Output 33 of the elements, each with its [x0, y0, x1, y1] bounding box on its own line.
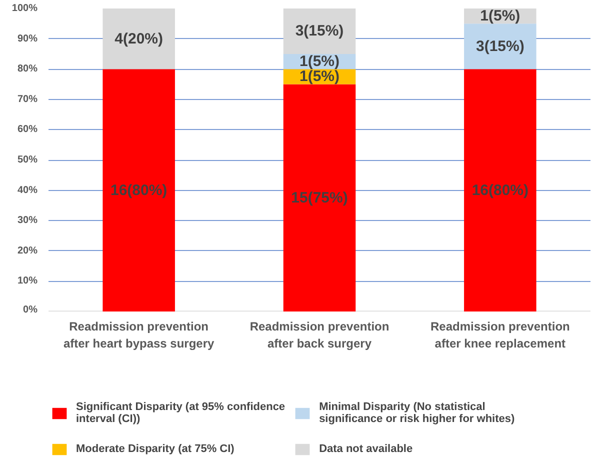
- y-tick-label: 90%: [17, 33, 38, 44]
- y-tick-label: 100%: [12, 3, 38, 14]
- y-tick-label: 30%: [17, 215, 38, 226]
- y-tick-label: 20%: [17, 245, 38, 256]
- bar: [102, 8, 175, 70]
- x-tick-label: Readmission prevention after back surgery: [250, 320, 390, 350]
- data-label: 3(15%): [295, 22, 344, 40]
- bar: [283, 84, 356, 312]
- bar: [464, 24, 536, 70]
- legend-label: Minimal Disparity (No statistical significance or risk higher for whites): [319, 400, 515, 427]
- data-label: 1(5%): [480, 8, 520, 25]
- legend-label: Significant Disparity (at 95% confidence interval (CI)): [76, 400, 286, 427]
- y-tick-label: 40%: [17, 184, 38, 196]
- data-label: 3(15%): [476, 38, 524, 55]
- y-tick-label: 0%: [23, 304, 38, 316]
- data-label: 1(5%): [299, 53, 340, 70]
- x-tick-label: Readmission prevention after heart bypass surgery: [63, 320, 215, 350]
- y-tick-label: 10%: [17, 276, 38, 287]
- x-tick-label: Readmission prevention after knee replacement: [430, 320, 570, 350]
- data-label: 15(75%): [291, 189, 348, 206]
- y-tick-label: 80%: [17, 64, 38, 75]
- y-tick-label: 70%: [17, 94, 38, 105]
- bar: [464, 69, 536, 312]
- legend-label: Moderate Disparity (at 75% CI): [76, 442, 234, 457]
- legend-label: Data not available: [319, 442, 413, 457]
- bar: [102, 69, 175, 312]
- data-label: 16(80%): [472, 182, 529, 199]
- y-tick-label: 60%: [17, 124, 38, 136]
- data-label: 1(5%): [299, 68, 340, 86]
- data-label: 16(80%): [110, 182, 168, 199]
- y-tick-label: 50%: [17, 154, 38, 166]
- data-label: 4(20%): [114, 30, 164, 48]
- bar: [283, 8, 356, 54]
